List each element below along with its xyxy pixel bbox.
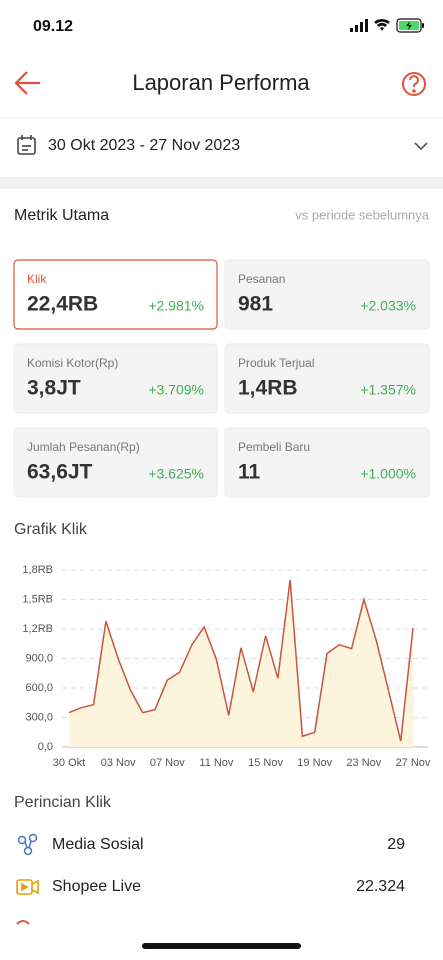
metric-label: Jumlah Pesanan(Rp) <box>27 440 140 454</box>
y-tick-label: 1,8RB <box>22 564 53 576</box>
metric-label: Produk Terjual <box>238 356 315 370</box>
y-tick-label: 900,0 <box>25 652 53 664</box>
metric-change: +2.033% <box>360 298 416 314</box>
metric-value: 3,8JT <box>27 377 81 400</box>
metric-change: +3.625% <box>148 466 204 482</box>
metric-change: +1.357% <box>360 382 416 398</box>
metric-label: Pesanan <box>238 272 285 286</box>
y-tick-label: 300,0 <box>25 711 53 723</box>
breakdown-label[interactable]: Media Sosial <box>52 836 144 853</box>
y-tick-label: 1,5RB <box>22 593 53 605</box>
x-tick-label: 23 Nov <box>346 757 381 769</box>
breakdown-value: 22.324 <box>356 878 405 895</box>
x-tick-label: 03 Nov <box>101 757 136 769</box>
y-tick-label: 0,0 <box>38 741 53 753</box>
metric-label: Pembeli Baru <box>238 440 310 454</box>
dropdown-chevron[interactable] <box>414 142 428 151</box>
x-tick-label: 11 Nov <box>199 757 234 769</box>
back-button[interactable] <box>14 71 40 95</box>
help-button[interactable] <box>402 72 426 96</box>
header-title: Laporan Performa <box>132 70 310 95</box>
breakdown-label[interactable]: Shopee Live <box>52 878 141 895</box>
metric-change: +1.000% <box>360 466 416 482</box>
status-icons <box>350 18 424 33</box>
y-tick-label: 1,2RB <box>22 623 53 635</box>
metric-card[interactable] <box>13 427 218 498</box>
line-area <box>69 579 413 747</box>
metric-change: +3.709% <box>148 382 204 398</box>
metric-label: Klik <box>27 272 47 286</box>
metric-value: 1,4RB <box>238 377 298 400</box>
metric-card[interactable] <box>13 259 218 330</box>
metric-card[interactable] <box>224 343 430 414</box>
status-time: 09.12 <box>33 18 73 35</box>
social-icon <box>17 833 38 856</box>
x-tick-label: 27 Nov <box>396 757 431 769</box>
metric-value: 11 <box>238 461 261 484</box>
x-tick-label: 19 Nov <box>297 757 332 769</box>
home-indicator <box>142 943 301 949</box>
metric-card[interactable] <box>224 259 430 330</box>
chart: 0,0 300,0 600,0 900,0 1,2RB 1,5RB 1,8RB 30 Okt 0… <box>22 564 431 769</box>
metric-change: +2.981% <box>148 298 204 314</box>
x-tick-label: 07 Nov <box>150 757 185 769</box>
x-tick-label: 15 Nov <box>248 757 283 769</box>
metrics-grid: Klik 22,4RB +2.981% Pesanan 981 +2.033% Komisi… <box>13 259 430 498</box>
live-icon <box>16 879 39 895</box>
breakdown-title: Perincian Klik <box>14 794 112 811</box>
breakdown-value: 29 <box>387 836 405 853</box>
metric-value: 22,4RB <box>27 293 98 316</box>
metric-value: 63,6JT <box>27 461 93 484</box>
metric-label: Komisi Kotor(Rp) <box>27 356 118 370</box>
section-separator <box>0 177 443 189</box>
date-range[interactable]: 30 Okt 2023 - 27 Nov 2023 <box>48 137 240 154</box>
calendar-icon <box>17 135 36 155</box>
metric-value: 981 <box>238 293 273 316</box>
line <box>68 579 414 742</box>
metric-card[interactable] <box>224 427 430 498</box>
x-tick-label: 30 Okt <box>53 757 85 769</box>
section-title: Metrik Utama <box>14 207 109 224</box>
cut-icon <box>16 920 30 925</box>
metric-card[interactable] <box>13 343 218 414</box>
comparison-label: vs periode sebelumnya <box>295 207 429 222</box>
chart-title: Grafik Klik <box>14 521 88 538</box>
breakdown-list: Media Sosial 29 Shopee Live 22.324 <box>52 836 405 895</box>
y-tick-label: 600,0 <box>25 682 53 694</box>
